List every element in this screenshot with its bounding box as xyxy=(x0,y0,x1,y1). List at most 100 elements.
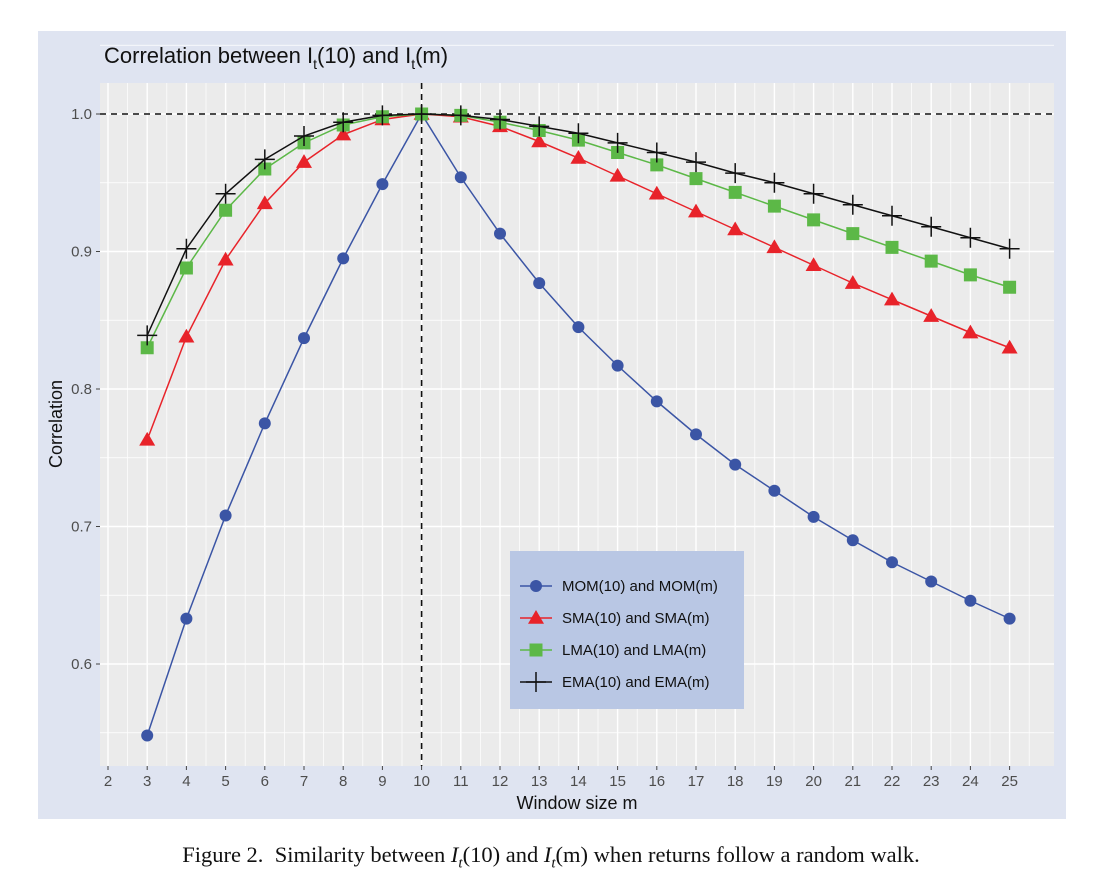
data-point xyxy=(764,172,785,193)
data-point xyxy=(999,238,1020,259)
data-point xyxy=(842,194,863,215)
x-tick-label: 7 xyxy=(300,773,308,790)
data-point xyxy=(768,484,781,497)
legend-item: EMA(10) and EMA(m) xyxy=(520,672,710,692)
data-point xyxy=(844,275,861,289)
chart-title: Correlation between It(10) and It(m) xyxy=(104,43,448,72)
data-point xyxy=(529,116,550,137)
legend-label: EMA(10) and EMA(m) xyxy=(562,674,710,691)
data-point xyxy=(1003,280,1017,294)
legend-plus-icon xyxy=(526,672,546,692)
x-tick-label: 21 xyxy=(844,773,861,790)
x-tick-label: 10 xyxy=(413,773,430,790)
data-point xyxy=(450,105,471,126)
data-point xyxy=(846,227,860,241)
data-point xyxy=(254,149,275,170)
y-tick-label: 0.6 xyxy=(71,656,92,673)
data-point xyxy=(767,199,781,213)
x-axis-label: Window size m xyxy=(516,793,637,813)
data-point xyxy=(925,575,938,588)
data-point xyxy=(337,252,350,265)
data-point xyxy=(180,612,193,625)
data-point xyxy=(650,395,663,408)
x-tick-label: 19 xyxy=(766,773,783,790)
x-tick-label: 3 xyxy=(143,773,151,790)
data-point xyxy=(803,183,824,204)
x-tick-label: 16 xyxy=(648,773,665,790)
data-point xyxy=(1003,612,1016,625)
data-point xyxy=(141,729,154,742)
series-plus xyxy=(137,104,1020,346)
x-tick-label: 11 xyxy=(453,773,469,790)
legend-label: SMA(10) and SMA(m) xyxy=(562,610,710,627)
data-point xyxy=(179,261,193,275)
data-point xyxy=(924,254,938,268)
data-point xyxy=(884,291,900,306)
x-tick-label: 17 xyxy=(688,773,705,790)
series-triangle xyxy=(139,106,1018,446)
data-point xyxy=(411,104,432,124)
data-point xyxy=(921,216,942,237)
data-point xyxy=(690,428,702,441)
x-tick-label: 20 xyxy=(805,773,822,790)
data-point xyxy=(137,325,158,346)
data-point xyxy=(727,221,744,236)
data-point xyxy=(494,227,506,240)
x-tick-label: 25 xyxy=(1001,773,1018,790)
data-point xyxy=(333,112,354,133)
legend-label: MOM(10) and MOM(m) xyxy=(562,578,718,595)
data-point xyxy=(766,239,783,254)
data-point xyxy=(686,152,706,173)
x-axis-ticks: 2 3 4 5 6 7 8 9 10 11 12 13 14 15 16 17 18 19 20 21 22 23 24 25 xyxy=(104,766,1018,790)
data-point xyxy=(611,359,624,372)
data-point xyxy=(807,510,820,523)
legend-item: LMA(10) and LMA(m) xyxy=(520,642,706,659)
data-point xyxy=(648,185,665,200)
x-tick-label: 24 xyxy=(962,773,979,790)
data-point xyxy=(139,431,156,446)
data-point xyxy=(296,154,312,168)
x-tick-label: 23 xyxy=(923,773,940,790)
data-point xyxy=(846,534,859,547)
data-point xyxy=(490,109,510,130)
legend-triangle-icon xyxy=(528,610,544,624)
data-point xyxy=(219,509,232,522)
data-point xyxy=(454,171,467,184)
data-point xyxy=(807,213,821,227)
x-tick-label: 13 xyxy=(531,773,548,790)
data-point xyxy=(372,105,393,126)
legend-square-icon xyxy=(529,643,543,657)
data-point xyxy=(294,126,314,146)
data-point xyxy=(217,251,234,266)
data-point xyxy=(256,195,273,210)
data-point xyxy=(885,240,899,254)
data-point xyxy=(298,332,310,345)
data-point xyxy=(609,167,626,182)
data-point xyxy=(568,123,589,144)
data-point xyxy=(805,257,822,272)
data-point xyxy=(886,556,898,569)
series-group xyxy=(137,104,1020,742)
caption-label: Figure 2. xyxy=(182,842,264,867)
data-point xyxy=(688,203,704,218)
x-tick-label: 4 xyxy=(182,773,190,790)
x-tick-label: 14 xyxy=(570,773,587,790)
data-point xyxy=(963,268,977,282)
x-tick-label: 2 xyxy=(104,773,112,790)
y-tick-label: 0.9 xyxy=(71,244,92,261)
data-point xyxy=(882,205,902,226)
y-axis-ticks: 0.6 0.7 0.8 0.9 1.0 xyxy=(71,106,100,673)
legend: MOM(10) and MOM(m) SMA(10) and SMA(m) LMA(… xyxy=(510,551,744,709)
x-tick-label: 8 xyxy=(339,773,347,790)
data-point xyxy=(258,417,271,430)
legend-item: MOM(10) and MOM(m) xyxy=(520,578,718,595)
data-point xyxy=(650,158,664,172)
y-tick-label: 1.0 xyxy=(71,106,92,123)
x-tick-label: 6 xyxy=(261,773,269,790)
data-point xyxy=(729,458,742,471)
data-point xyxy=(962,324,979,339)
data-point xyxy=(335,126,352,141)
data-point xyxy=(176,238,197,259)
data-point xyxy=(607,132,628,153)
